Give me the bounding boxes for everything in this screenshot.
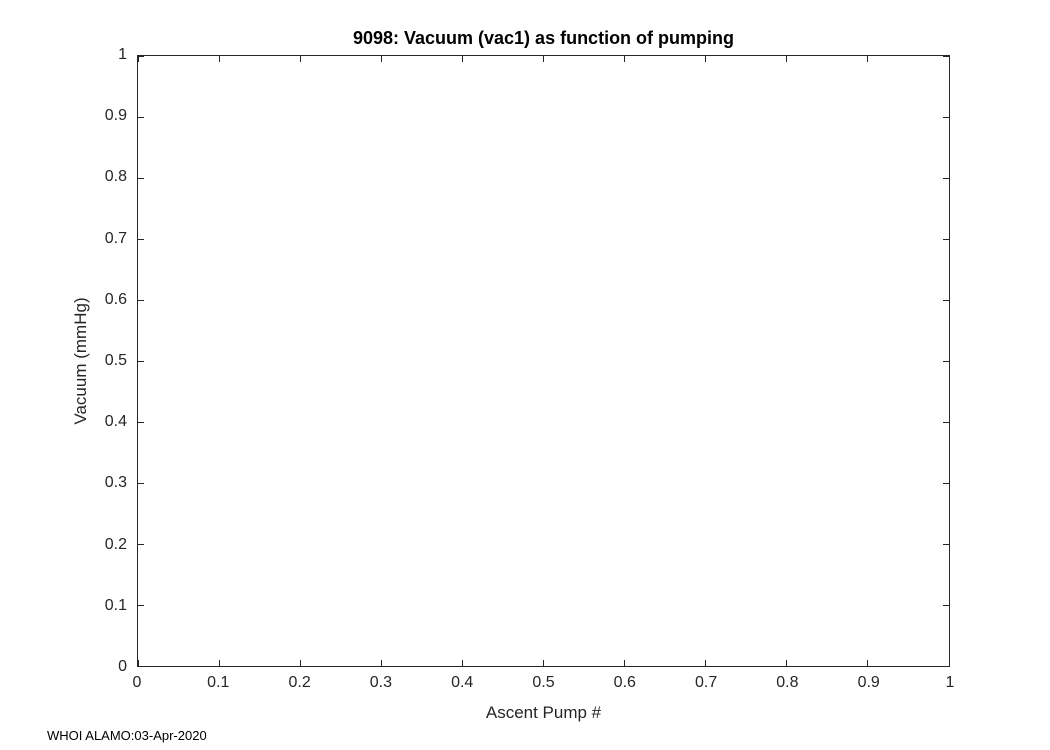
x-tick-mark [380,56,382,62]
x-tick-mark [705,660,707,666]
x-tick-mark [624,56,626,62]
y-tick-mark [138,116,144,118]
x-tick-mark [543,660,544,666]
y-tick-mark [943,360,949,362]
y-tick-mark [138,55,144,57]
y-tick-label: 1 [118,46,127,63]
x-tick-label: 0.7 [694,674,718,691]
y-tick-label: 0.8 [104,168,127,186]
y-tick-label: 0.6 [104,290,127,308]
y-tick-mark [943,238,949,240]
y-tick-labels: 0 0.1 0.2 0.3 0.4 0.5 0.6 0.7 0.8 0.9 1 [0,46,127,675]
x-tick-label: 0.2 [288,674,311,691]
y-tick-label: 0.7 [104,229,127,247]
x-tick-mark [543,56,544,62]
y-tick-label: 0.3 [104,474,127,492]
y-tick-mark [943,482,949,484]
chart-title: 9098: Vacuum (vac1) as function of pumpi… [352,28,735,48]
x-tick-label: 0.9 [857,674,880,691]
x-tick-mark [867,56,869,62]
x-tick-mark [461,56,463,62]
y-tick-mark [138,421,144,423]
y-tick-label: 0.2 [104,535,127,553]
y-tick-mark [943,604,949,606]
y-tick-mark [138,177,144,179]
x-axis-label: Ascent Pump # [485,703,602,722]
x-tick-mark [461,660,463,666]
x-tick-label: 0.4 [451,674,474,691]
y-tick-mark [943,543,949,545]
watermark-text: WHOI ALAMO:03-Apr-2020 [47,728,207,743]
y-tick-mark [138,543,144,545]
y-tick-mark [138,238,144,240]
y-tick-mark [943,177,949,179]
x-tick-label: 0.5 [532,674,555,691]
y-tick-mark [943,299,949,301]
y-tick-mark [138,665,144,667]
y-tick-mark [943,421,949,423]
x-tick-mark [948,660,950,666]
x-tick-mark [624,660,626,666]
y-tick-label: 0.5 [104,352,127,369]
y-tick-mark [138,360,144,362]
x-tick-mark [867,660,869,666]
y-tick-label: 0.1 [104,596,127,614]
x-tick-label: 0.8 [776,674,799,691]
x-tick-mark [380,660,382,666]
x-tick-label: 1 [945,674,955,691]
x-tick-mark [705,56,707,62]
x-tick-mark [137,660,139,666]
y-tick-label: 0.4 [104,413,127,431]
y-tick-mark [943,116,949,118]
x-tick-label: 0 [132,674,142,691]
x-tick-mark [218,660,220,666]
y-tick-mark [943,665,949,667]
x-tick-mark [299,56,301,62]
y-tick-mark [138,299,144,301]
y-tick-label: 0.9 [104,107,127,125]
x-tick-mark [786,56,788,62]
y-tick-mark [943,55,949,57]
x-tick-mark [299,660,301,666]
y-tick-mark [138,482,144,484]
y-tick-label: 0 [118,658,127,675]
y-tick-mark [138,604,144,606]
x-tick-mark [218,56,220,62]
x-tick-label: 0.6 [613,674,636,691]
x-tick-label: 0.1 [207,674,230,691]
x-tick-mark [786,660,788,666]
x-tick-mark [137,56,139,62]
plot-area [137,55,950,667]
x-tick-label: 0.3 [369,674,393,691]
x-tick-mark [948,56,950,62]
x-tick-labels: 0 0.1 0.2 0.3 0.4 0.5 0.6 0.7 0.8 0.9 1 [133,674,955,696]
